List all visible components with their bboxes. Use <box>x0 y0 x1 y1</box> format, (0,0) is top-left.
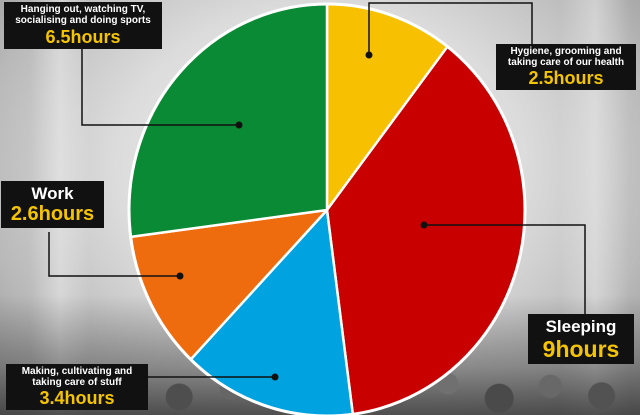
label-work-desc: Work <box>31 184 74 203</box>
label-sleep-desc: Sleeping <box>545 317 617 336</box>
label-leisure: Hanging out, watching TV, socialising an… <box>4 2 162 49</box>
label-sleep-hours: 9hours <box>542 335 620 362</box>
leader-dot-leisure <box>235 121 243 129</box>
leader-dot-chores <box>271 373 279 381</box>
leader-line-leisure <box>81 36 239 126</box>
label-hygiene-desc: Hygiene, grooming and taking care of our… <box>507 46 625 68</box>
label-chores: Making, cultivating and taking care of s… <box>6 364 148 410</box>
label-hygiene-hours: 2.5hours <box>528 68 604 88</box>
leader-dot-work <box>176 272 184 280</box>
leader-dot-hygiene <box>365 51 373 59</box>
label-sleep: Sleeping 9hours <box>528 314 634 364</box>
label-leisure-hours: 6.5hours <box>45 27 121 47</box>
label-leisure-desc: Hanging out, watching TV, socialising an… <box>15 4 151 26</box>
label-chores-desc: Making, cultivating and taking care of s… <box>21 366 133 388</box>
label-work: Work 2.6hours <box>1 181 104 228</box>
label-hygiene: Hygiene, grooming and taking care of our… <box>496 44 636 90</box>
pie-rim <box>127 2 527 415</box>
leader-line-sleep <box>424 224 586 314</box>
label-chores-hours: 3.4hours <box>39 388 115 408</box>
leader-line-hygiene <box>368 2 533 55</box>
leader-dot-sleep <box>420 221 428 229</box>
leader-line-work <box>48 232 180 277</box>
label-work-hours: 2.6hours <box>10 202 95 225</box>
